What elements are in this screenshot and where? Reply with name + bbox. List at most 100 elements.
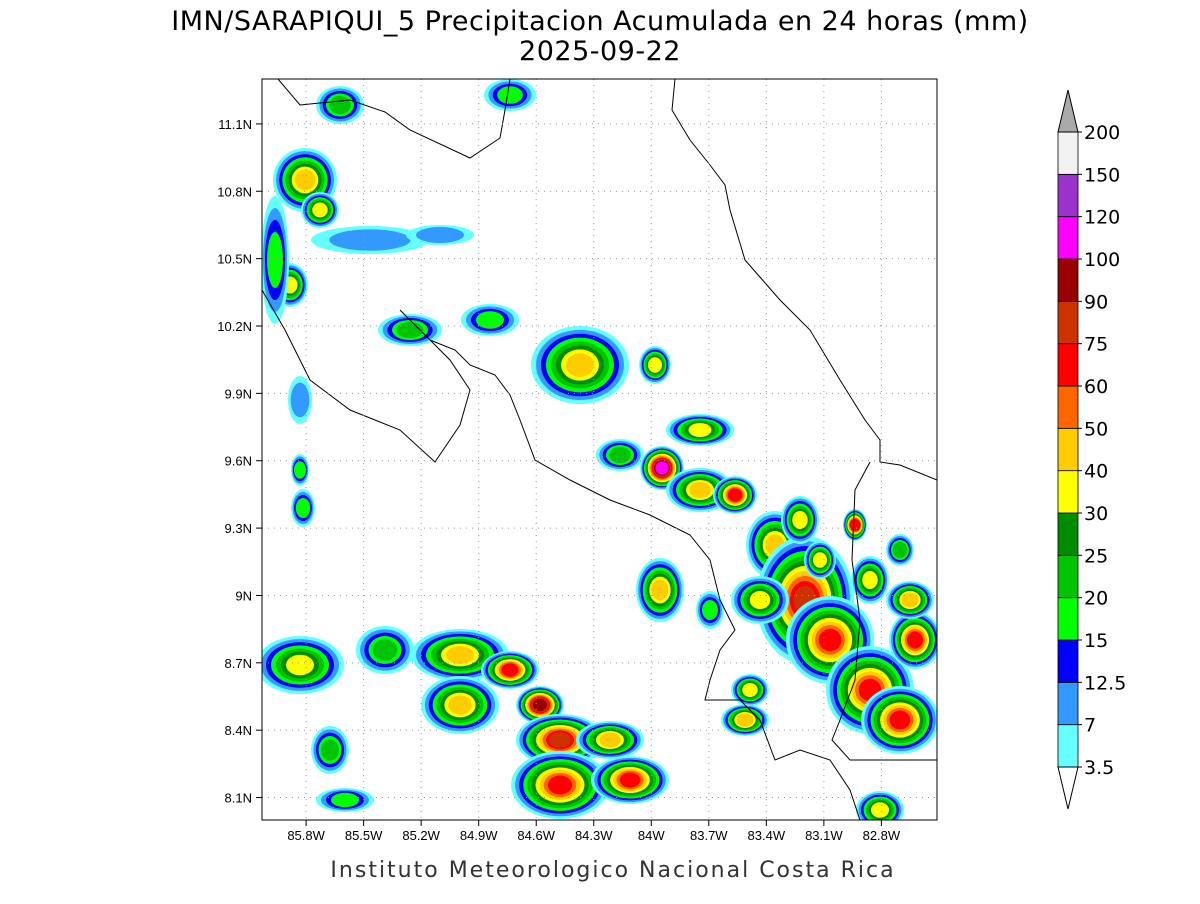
lat-tick-label: 9.6N bbox=[225, 454, 252, 469]
color-box bbox=[1057, 258, 1079, 302]
level-label: 25 bbox=[1084, 545, 1108, 567]
over-triangle bbox=[1057, 89, 1079, 133]
coastline bbox=[671, 79, 937, 481]
lon-tick-label: 82.8W bbox=[863, 828, 901, 843]
lat-tick-label: 9.3N bbox=[225, 521, 252, 536]
precip-area bbox=[862, 571, 878, 589]
color-box bbox=[1057, 173, 1079, 218]
color-box bbox=[1057, 216, 1079, 260]
color-box bbox=[1057, 385, 1079, 429]
precip-area bbox=[446, 646, 474, 664]
precip-area bbox=[329, 96, 351, 114]
precip-area bbox=[295, 498, 311, 518]
precip-area bbox=[849, 518, 861, 532]
level-label: 200 bbox=[1084, 122, 1120, 144]
lat-tick-label: 8.7N bbox=[225, 656, 252, 671]
precip-area bbox=[476, 311, 504, 329]
level-label: 7 bbox=[1084, 715, 1096, 737]
lat-tick-label: 8.1N bbox=[225, 791, 252, 806]
precip-area bbox=[871, 802, 889, 818]
precip-area bbox=[286, 654, 314, 676]
lon-tick-label: 85.5W bbox=[345, 828, 383, 843]
lat-tick-label: 11.1N bbox=[218, 117, 252, 132]
level-label: 75 bbox=[1084, 334, 1108, 356]
level-label: 12.5 bbox=[1084, 672, 1126, 694]
precip-area bbox=[702, 600, 718, 620]
coastline bbox=[262, 289, 471, 463]
precip-area bbox=[655, 461, 669, 475]
lon-tick-label: 83.7W bbox=[690, 828, 728, 843]
precip-area bbox=[889, 710, 911, 730]
lat-tick-label: 8.4N bbox=[225, 723, 252, 738]
precip-area bbox=[742, 683, 758, 697]
precip-area bbox=[532, 698, 548, 712]
level-label: 30 bbox=[1084, 503, 1108, 525]
precip-area bbox=[901, 592, 919, 608]
lon-tick-label: 84W bbox=[638, 828, 665, 843]
lat-tick-label: 10.2N bbox=[217, 319, 252, 334]
precip-area bbox=[290, 382, 310, 418]
color-box bbox=[1057, 131, 1079, 175]
precip-area bbox=[609, 447, 631, 463]
lat-tick-label: 9N bbox=[235, 588, 252, 603]
lon-tick-label: 84.3W bbox=[575, 828, 613, 843]
color-box bbox=[1057, 639, 1079, 683]
lon-tick-label: 83.1W bbox=[805, 828, 843, 843]
date: 2025-09-22 bbox=[519, 36, 681, 67]
precip-area bbox=[727, 488, 743, 502]
color-box bbox=[1057, 554, 1079, 599]
lon-tick-label: 85.2W bbox=[402, 828, 440, 843]
color-box bbox=[1057, 343, 1079, 387]
color-box bbox=[1057, 597, 1079, 641]
color-box bbox=[1057, 512, 1079, 556]
precip-area bbox=[547, 775, 573, 795]
color-box bbox=[1057, 470, 1079, 514]
level-label: 100 bbox=[1084, 249, 1120, 271]
lat-tick-label: 10.8N bbox=[217, 184, 252, 199]
precip-area bbox=[448, 695, 472, 715]
precip-area bbox=[267, 232, 283, 288]
border bbox=[831, 461, 937, 761]
precip-area bbox=[331, 792, 359, 808]
level-label: 20 bbox=[1084, 588, 1108, 610]
footer: Instituto Meteorologico Nacional Costa R… bbox=[330, 858, 895, 883]
coastlines bbox=[262, 79, 937, 820]
level-label: 40 bbox=[1084, 461, 1108, 483]
level-label: 150 bbox=[1084, 164, 1120, 186]
lon-tick-label: 85.8W bbox=[287, 828, 325, 843]
under-triangle bbox=[1057, 766, 1079, 810]
precip-area bbox=[907, 631, 923, 649]
map-frame bbox=[261, 78, 938, 821]
precip-area bbox=[749, 591, 771, 609]
precip-area bbox=[648, 357, 662, 373]
precip-area bbox=[813, 552, 827, 568]
coastline bbox=[429, 339, 861, 820]
precip-layer bbox=[262, 79, 937, 820]
precip-area bbox=[294, 461, 306, 479]
coastline bbox=[277, 79, 511, 159]
precip-area bbox=[736, 713, 754, 727]
lat-tick-label: 10.5N bbox=[217, 252, 252, 267]
precip-area bbox=[599, 732, 621, 748]
precip-area bbox=[892, 542, 908, 558]
precip-area bbox=[372, 639, 398, 661]
precip-area bbox=[549, 732, 571, 748]
level-label: 3.5 bbox=[1084, 757, 1114, 779]
level-label: 60 bbox=[1084, 376, 1108, 398]
color-box bbox=[1057, 427, 1079, 472]
title: IMN/SARAPIQUI_5 Precipitacion Acumulada … bbox=[171, 6, 1028, 37]
colorbar: 3.5 7 12.5 15 20 25 30 40 50 60 75 90 100 120 150 200 bbox=[1057, 89, 1126, 810]
level-label: 15 bbox=[1084, 630, 1108, 652]
precip-area bbox=[619, 772, 641, 788]
precip-area bbox=[321, 739, 339, 761]
color-box bbox=[1057, 681, 1079, 726]
precip-area bbox=[294, 169, 316, 191]
level-label: 120 bbox=[1084, 207, 1120, 229]
precip-area bbox=[501, 663, 519, 677]
lat-tick-label: 9.9N bbox=[225, 386, 252, 401]
lon-tick-label: 83.4W bbox=[748, 828, 786, 843]
lon-tick-label: 84.6W bbox=[517, 828, 555, 843]
grid bbox=[256, 79, 937, 826]
lon-tick-label: 84.9W bbox=[460, 828, 498, 843]
precip-area bbox=[312, 202, 328, 218]
